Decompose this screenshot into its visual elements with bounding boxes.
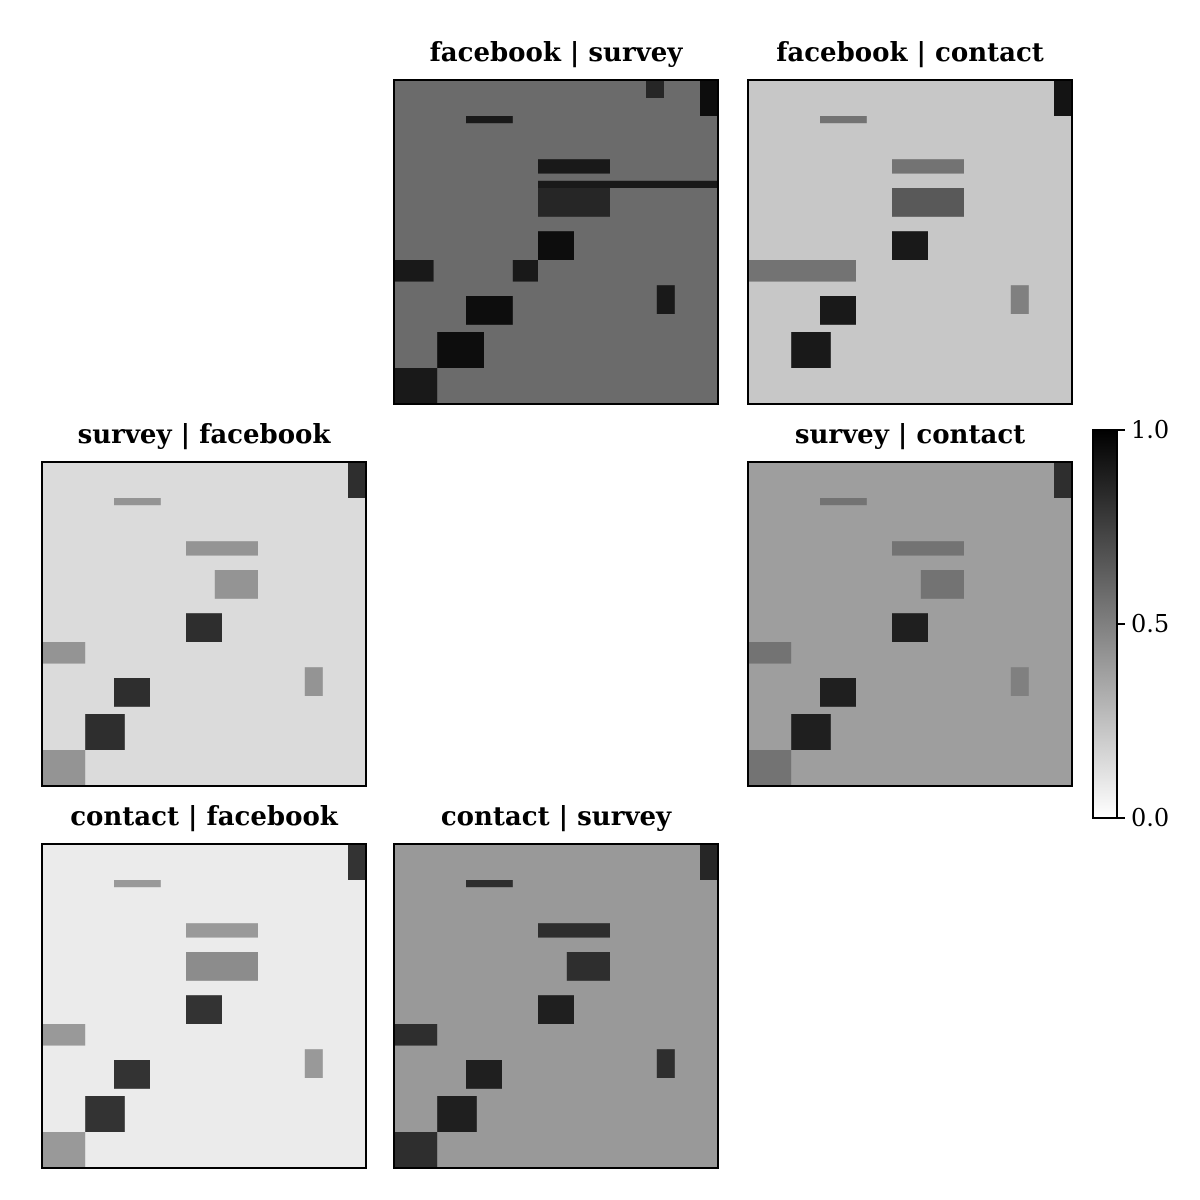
heatmap-cell bbox=[820, 678, 856, 707]
heatmap-panel bbox=[393, 79, 719, 405]
heatmap-cell bbox=[700, 844, 718, 880]
heatmap-cell bbox=[85, 1096, 125, 1132]
heatmap-cell bbox=[1054, 80, 1072, 116]
colorbar bbox=[1092, 429, 1125, 819]
heatmap-panel bbox=[41, 843, 367, 1169]
heatmap-cell bbox=[512, 260, 538, 282]
heatmap-cell bbox=[437, 1096, 477, 1132]
heatmap-cell bbox=[186, 923, 258, 938]
heatmap-cell bbox=[186, 952, 258, 981]
heatmap-panel bbox=[747, 461, 1073, 787]
heatmap-cell bbox=[466, 1060, 502, 1089]
heatmap-cell bbox=[114, 1060, 150, 1089]
heatmap-cell bbox=[1010, 667, 1029, 696]
heatmap-panel bbox=[41, 461, 367, 787]
heatmap-cell bbox=[394, 1132, 438, 1168]
heatmap-cell bbox=[892, 188, 964, 217]
panel-title: survey | contact bbox=[794, 420, 1026, 450]
heatmap-cell bbox=[748, 642, 792, 664]
heatmap-cell bbox=[748, 260, 856, 282]
panel-frame bbox=[393, 79, 719, 405]
heatmap-cell bbox=[114, 880, 161, 888]
heatmap-panel bbox=[393, 843, 719, 1169]
heatmap-cell bbox=[304, 667, 323, 696]
panel-frame bbox=[747, 79, 1073, 405]
heatmap-cell bbox=[42, 1024, 86, 1046]
heatmap-cell bbox=[114, 498, 161, 506]
heatmap-cell bbox=[466, 116, 513, 124]
heatmap-cell bbox=[214, 570, 258, 599]
colorbar-tick-label: 0.0 bbox=[1131, 804, 1170, 832]
heatmap-cell bbox=[791, 332, 831, 368]
heatmap-cell bbox=[186, 541, 258, 556]
heatmap-cell bbox=[538, 188, 610, 217]
heatmap-cell bbox=[437, 332, 484, 368]
heatmap-cell bbox=[1054, 462, 1072, 498]
heatmap-cell bbox=[538, 180, 718, 188]
heatmap-cell bbox=[748, 750, 792, 786]
heatmap-cell bbox=[656, 285, 675, 314]
heatmap-cell bbox=[186, 995, 222, 1024]
panel-frame bbox=[747, 461, 1073, 787]
heatmap-cell bbox=[394, 368, 438, 404]
heatmap-cell bbox=[114, 678, 150, 707]
heatmap-cell bbox=[42, 642, 86, 664]
heatmap-cell bbox=[85, 714, 125, 750]
panel-title: facebook | survey bbox=[429, 38, 683, 68]
heatmap-cell bbox=[646, 80, 664, 98]
heatmap-cell bbox=[892, 541, 964, 556]
heatmap-cell bbox=[186, 613, 222, 642]
heatmap-cell bbox=[892, 231, 928, 260]
heatmap-cell bbox=[348, 462, 366, 498]
heatmap-cell bbox=[394, 260, 434, 282]
heatmap-cell bbox=[538, 231, 574, 260]
heatmap-cell bbox=[574, 260, 718, 404]
heatmap-cell bbox=[1010, 285, 1029, 314]
heatmap-cell bbox=[304, 1049, 323, 1078]
heatmap-cell bbox=[42, 1132, 86, 1168]
heatmap-cell bbox=[656, 1049, 675, 1078]
panel-title: contact | facebook bbox=[70, 802, 338, 832]
heatmap-cell bbox=[820, 296, 856, 325]
heatmap-cell bbox=[892, 613, 928, 642]
heatmap-cell bbox=[394, 1024, 438, 1046]
heatmap-cell bbox=[466, 880, 513, 888]
heatmap-cell bbox=[538, 923, 610, 938]
heatmap-cell bbox=[538, 159, 610, 174]
heatmap-cell bbox=[42, 750, 86, 786]
colorbar-tick-label: 0.5 bbox=[1131, 610, 1170, 638]
heatmap-cell bbox=[566, 952, 610, 981]
heatmap-cell bbox=[348, 844, 366, 880]
heatmap-cell bbox=[820, 116, 867, 124]
heatmap-cell bbox=[920, 570, 964, 599]
colorbar-tick-label: 1.0 bbox=[1131, 416, 1170, 444]
panel-frame bbox=[41, 843, 367, 1169]
panel-title: facebook | contact bbox=[776, 38, 1044, 68]
colorbar-gradient bbox=[1092, 429, 1118, 819]
panel-frame bbox=[41, 461, 367, 787]
heatmap-cell bbox=[466, 296, 513, 325]
heatmap-cell bbox=[892, 159, 964, 174]
heatmap-cell bbox=[791, 714, 831, 750]
heatmap-cell bbox=[700, 80, 718, 116]
heatmap-panel bbox=[747, 79, 1073, 405]
heatmap-cell bbox=[538, 995, 574, 1024]
heatmap-cell bbox=[820, 498, 867, 506]
panel-title: contact | survey bbox=[440, 802, 672, 832]
panel-title: survey | facebook bbox=[77, 420, 331, 450]
panel-frame bbox=[393, 843, 719, 1169]
